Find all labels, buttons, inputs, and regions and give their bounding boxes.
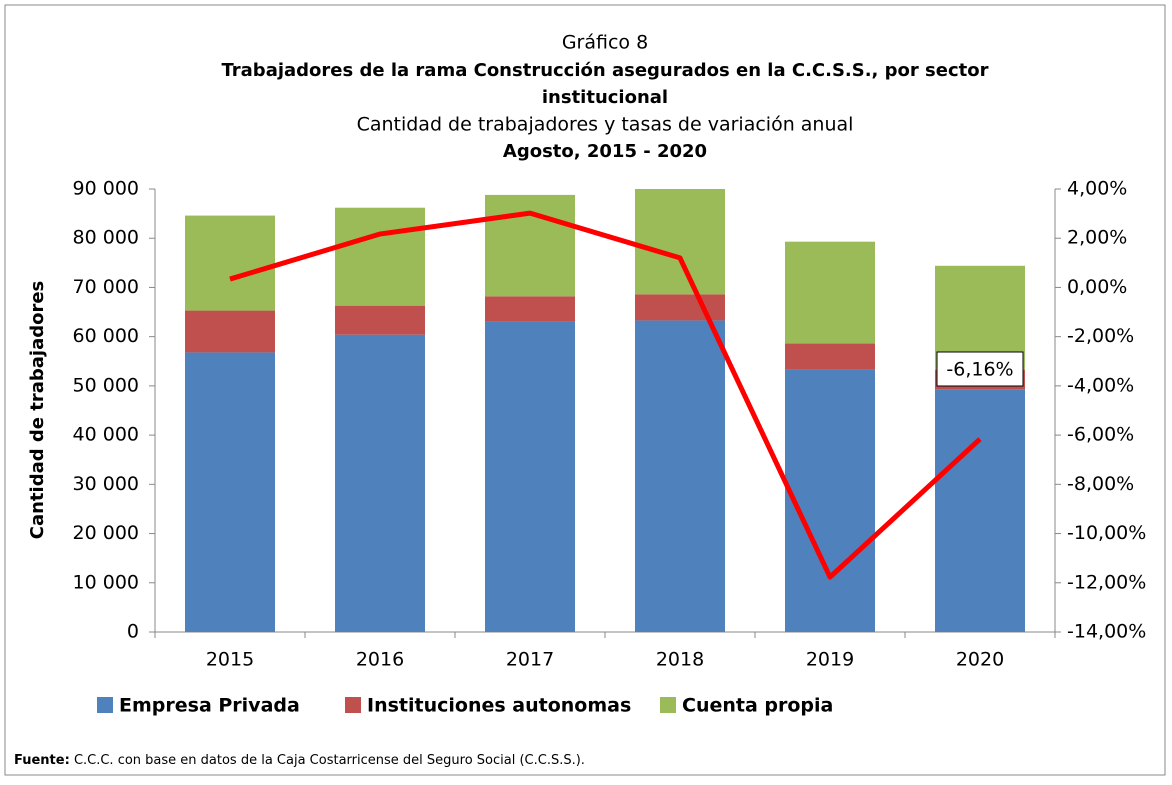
bar (335, 207, 425, 306)
legend-label: Cuenta propia (682, 695, 833, 717)
bar (185, 352, 275, 632)
y-tick-label: 60 000 (73, 325, 139, 347)
x-tick-label: 2016 (356, 649, 404, 671)
source-label: Fuente: (14, 753, 70, 768)
bar (635, 294, 725, 321)
bar (785, 241, 875, 344)
bar (335, 334, 425, 632)
bar (935, 389, 1025, 632)
y-tick-label: 50 000 (73, 374, 139, 396)
y-tick-label: 10 000 (73, 571, 139, 593)
y2-tick-label: -2,00% (1067, 325, 1134, 347)
source-text: C.C.C. con base en datos de la Caja Cost… (74, 753, 585, 768)
x-tick-label: 2018 (656, 649, 704, 671)
y-tick-label: 30 000 (73, 473, 139, 495)
y2-tick-label: -4,00% (1067, 374, 1134, 396)
x-tick-label: 2019 (806, 649, 854, 671)
subtitle: Cantidad de trabajadores y tasas de vari… (357, 114, 854, 136)
bar (485, 296, 575, 322)
y-tick-label: 80 000 (73, 227, 139, 249)
bar (785, 343, 875, 370)
x-tick-label: 2017 (506, 649, 554, 671)
chart-title: Trabajadores de la rama Construcción ase… (221, 60, 988, 81)
source: Fuente: C.C.C. con base en datos de la C… (14, 753, 585, 768)
y2-tick-label: -12,00% (1067, 571, 1146, 593)
y2-tick-label: 2,00% (1067, 227, 1127, 249)
bar (335, 305, 425, 335)
line (229, 210, 982, 580)
bar (485, 321, 575, 632)
legend-swatch (660, 697, 676, 713)
data-label-box (936, 351, 1024, 387)
bar (185, 310, 275, 353)
y2-tick-label: -10,00% (1067, 522, 1146, 544)
bar (485, 194, 575, 297)
bar (185, 215, 275, 311)
legend-swatch (97, 697, 113, 713)
y2-tick-label: -14,00% (1067, 621, 1146, 643)
y-tick-label: 70 000 (73, 276, 139, 298)
bar (635, 320, 725, 632)
period: Agosto, 2015 - 2020 (503, 141, 707, 162)
x-tick-label: 2015 (206, 649, 254, 671)
legend-label: Instituciones autonomas (367, 695, 631, 717)
bar (635, 189, 725, 295)
y-tick-label: 0 (127, 621, 139, 643)
y-tick-label: 90 000 (73, 178, 139, 200)
legend-swatch (345, 697, 361, 713)
y-tick-label: 20 000 (73, 522, 139, 544)
y2-tick-label: 4,00% (1067, 178, 1127, 200)
y2-tick-label: -8,00% (1067, 473, 1134, 495)
y-axis-label: Cantidad de trabajadores (27, 281, 48, 540)
bar (785, 369, 875, 632)
pretitle: Gráfico 8 (562, 32, 648, 54)
y-tick-label: 40 000 (73, 424, 139, 446)
y2-tick-label: -6,00% (1067, 424, 1134, 446)
data-label: -6,16% (946, 359, 1013, 381)
chart-title: institucional (542, 87, 668, 108)
x-tick-label: 2020 (956, 649, 1004, 671)
legend-label: Empresa Privada (119, 695, 300, 717)
y2-tick-label: 0,00% (1067, 276, 1127, 298)
